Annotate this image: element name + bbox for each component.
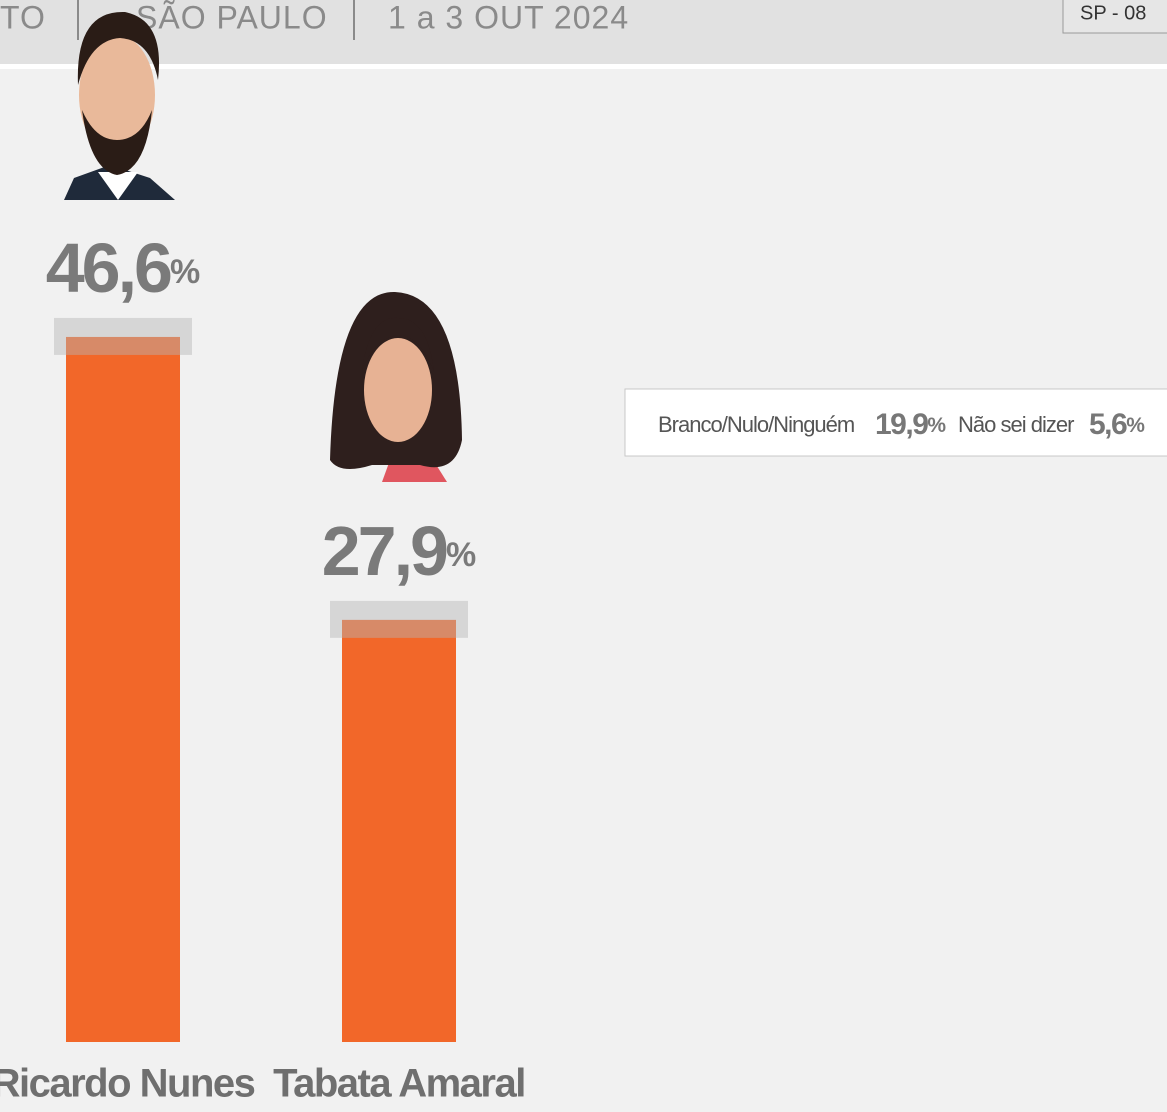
portrait — [64, 11, 175, 200]
bar-cap — [54, 317, 192, 355]
badge: SP - 08 — [1080, 2, 1146, 24]
bar — [66, 336, 180, 1042]
header-rule — [0, 64, 1167, 69]
answer-label: Não sei dizer — [958, 412, 1074, 437]
legend-box — [624, 388, 1167, 457]
answer-value: 19,9% — [875, 408, 946, 441]
answer-label: Branco/Nulo/Ninguém — [658, 412, 854, 437]
header-item: 1 a 3 OUT 2024 — [388, 0, 629, 35]
answer-value: 5,6% — [1089, 408, 1145, 441]
value-label: 46,6% — [46, 229, 200, 307]
category-label: Ricardo Nunes — [0, 1062, 255, 1106]
header-item: SÃO PAULO — [136, 0, 328, 35]
header-item: TO — [0, 0, 46, 35]
bar — [342, 619, 456, 1042]
value-label: 27,9% — [322, 512, 476, 590]
portrait — [330, 291, 462, 482]
header-bar — [0, 0, 1167, 64]
badge-box — [1062, 0, 1167, 34]
bar-cap — [330, 600, 468, 638]
category-label: Tabata Amaral — [273, 1062, 525, 1106]
